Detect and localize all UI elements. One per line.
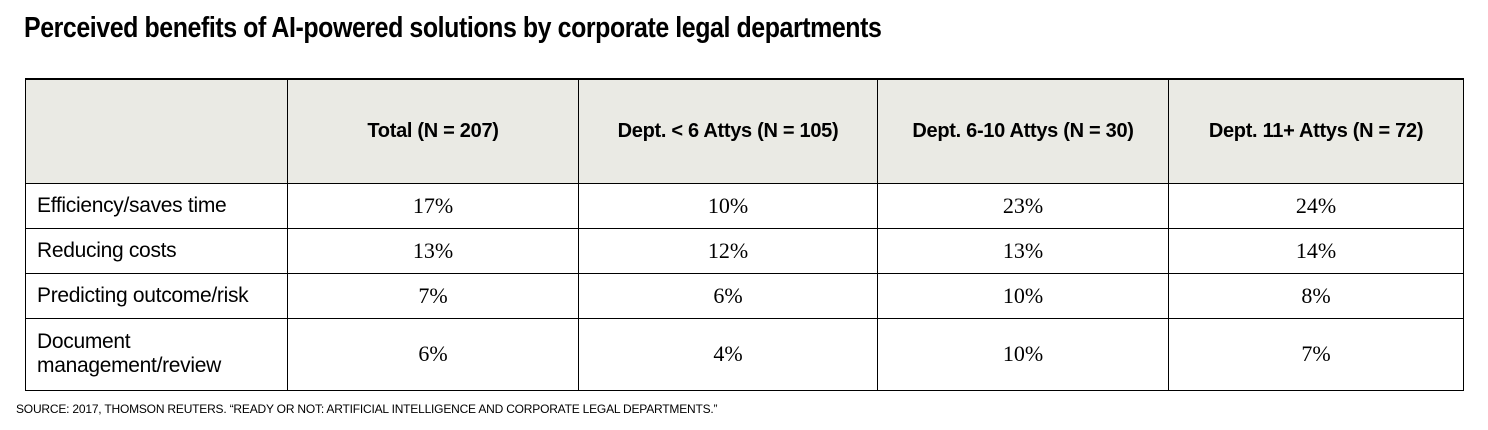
row-label: Reducing costs: [25, 227, 288, 274]
col-header-dept-6-10: Dept. 6-10 Attys (N = 30): [877, 78, 1169, 184]
row-label: Efficiency/saves time: [25, 182, 288, 229]
cell-value: 7%: [1168, 317, 1464, 391]
col-header-dept-lt6: Dept. < 6 Attys (N = 105): [578, 78, 878, 184]
col-header-blank: [25, 78, 288, 184]
cell-value: 10%: [877, 272, 1169, 319]
cell-value: 13%: [877, 227, 1169, 274]
header-row: Total (N = 207) Dept. < 6 Attys (N = 105…: [25, 78, 1464, 184]
cell-value: 8%: [1168, 272, 1464, 319]
cell-value: 7%: [287, 272, 579, 319]
table-row-predicting-outcome: Predicting outcome/risk 7% 6% 10% 8%: [25, 272, 1464, 319]
data-table: Total (N = 207) Dept. < 6 Attys (N = 105…: [25, 78, 1464, 391]
cell-value: 12%: [578, 227, 878, 274]
cell-value: 24%: [1168, 182, 1464, 229]
table-row-efficiency: Efficiency/saves time 17% 10% 23% 24%: [25, 182, 1464, 229]
cell-value: 13%: [287, 227, 579, 274]
cell-value: 6%: [578, 272, 878, 319]
table-row-document-management: Document management/review 6% 4% 10% 7%: [25, 317, 1464, 391]
cell-value: 4%: [578, 317, 878, 391]
cell-value: 6%: [287, 317, 579, 391]
cell-value: 14%: [1168, 227, 1464, 274]
cell-value: 17%: [287, 182, 579, 229]
source-note: SOURCE: 2017, THOMSON REUTERS. “READY OR…: [16, 402, 718, 416]
chart-title: Perceived benefits of AI-powered solutio…: [24, 12, 882, 44]
cell-value: 10%: [578, 182, 878, 229]
col-header-total: Total (N = 207): [287, 78, 579, 184]
cell-value: 10%: [877, 317, 1169, 391]
col-header-dept-11plus: Dept. 11+ Attys (N = 72): [1168, 78, 1464, 184]
table-row-reducing-costs: Reducing costs 13% 12% 13% 14%: [25, 227, 1464, 274]
row-label: Document management/review: [25, 317, 288, 391]
row-label: Predicting outcome/risk: [25, 272, 288, 319]
cell-value: 23%: [877, 182, 1169, 229]
